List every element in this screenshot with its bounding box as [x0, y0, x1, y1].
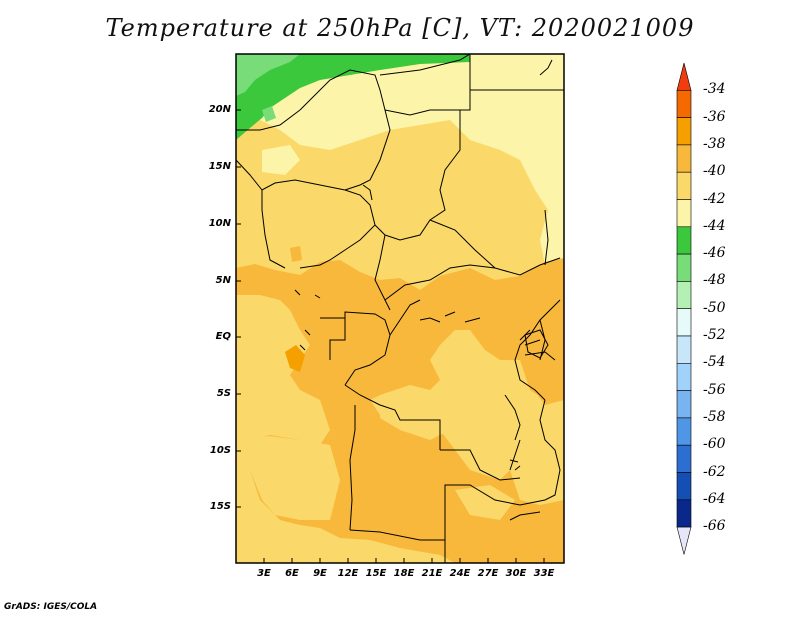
- field-pale-southeast: [455, 485, 515, 520]
- colorbar-swatch: [676, 362, 692, 391]
- colorbar-swatch: [676, 89, 692, 118]
- colorbar-swatch: [676, 308, 692, 337]
- colorbar-label: -50: [703, 299, 726, 316]
- colorbar-swatch: [676, 226, 692, 255]
- x-tick-label: 18E: [393, 568, 415, 579]
- colorbar-label: -54: [703, 354, 726, 371]
- colorbar-label: -38: [703, 135, 726, 152]
- map-frame: [235, 53, 565, 564]
- x-tick-label: 12E: [337, 568, 359, 579]
- colorbar-label: -42: [703, 190, 726, 207]
- x-tick-label: 27E: [477, 568, 499, 579]
- colorbar-label: -52: [703, 327, 726, 343]
- field-orange-patch: [290, 246, 302, 262]
- x-tick-label: 24E: [449, 568, 471, 579]
- y-tick-label: 10N: [208, 218, 231, 229]
- x-tick-label: 30E: [505, 568, 527, 579]
- y-tick-label: 15S: [209, 501, 231, 512]
- colorbar-label: -40: [703, 163, 726, 180]
- axis-ticks: [236, 109, 545, 563]
- y-tick-label: 10S: [209, 445, 231, 456]
- colorbar-swatch: [676, 281, 692, 309]
- colorbar-swatch: [676, 199, 692, 228]
- colorbar-swatch: [676, 117, 692, 146]
- colorbar: [676, 62, 692, 555]
- colorbar-swatch: [676, 335, 692, 364]
- colorbar-label: -60: [703, 436, 726, 453]
- colorbar-swatch: [676, 472, 692, 501]
- colorbar-label: -34: [703, 81, 726, 98]
- colorbar-swatch: [676, 171, 692, 200]
- colorbar-label: -44: [703, 217, 726, 234]
- field-pale-south: [236, 436, 340, 520]
- field-lightgreen: [236, 54, 300, 96]
- field-darkorange: [285, 345, 305, 372]
- colorbar-swatch: [676, 417, 692, 446]
- colorbar-cap-top: [676, 62, 692, 91]
- y-tick-label: 15N: [208, 161, 231, 172]
- field-pale-center: [380, 395, 450, 440]
- colorbar-swatch: [676, 390, 692, 419]
- y-tick-label: EQ: [215, 331, 231, 342]
- colorbar-label: -66: [703, 518, 726, 535]
- map-title: Temperature at 250hPa [C], VT: 202002100…: [105, 14, 695, 42]
- colorbar-swatch: [676, 144, 692, 173]
- x-tick-label: 3E: [257, 568, 271, 579]
- x-tick-label: 6E: [285, 568, 299, 579]
- colorbar-swatch: [676, 444, 692, 473]
- colorbar-label: -48: [703, 272, 726, 289]
- colorbar-cap-bottom: [676, 526, 692, 555]
- credit-text: GrADS: IGES/COLA: [4, 602, 98, 612]
- colorbar-label: -56: [703, 381, 726, 398]
- x-tick-label: 15E: [365, 568, 387, 579]
- lake-victoria: [524, 329, 549, 359]
- colorbar-label: -62: [703, 463, 726, 480]
- x-tick-label: 21E: [421, 568, 443, 579]
- field-green: [236, 54, 470, 140]
- colorbar-label: -46: [703, 245, 726, 262]
- y-tick-label: 20N: [208, 104, 231, 115]
- x-tick-label: 9E: [313, 568, 327, 579]
- x-tick-label: 33E: [533, 568, 555, 579]
- y-tick-label: 5S: [216, 388, 231, 399]
- colorbar-label: -64: [703, 490, 726, 507]
- field-pale-north: [236, 54, 564, 270]
- colorbar-label: -58: [703, 408, 726, 425]
- field-lightgreen-2: [262, 106, 276, 122]
- colorbar-swatch: [676, 253, 692, 282]
- y-tick-label: 5N: [215, 275, 231, 286]
- colorbar-swatch: [676, 499, 692, 528]
- colorbar-label: -36: [703, 108, 726, 125]
- country-borders: [236, 54, 564, 563]
- field-pale-patch: [262, 145, 300, 175]
